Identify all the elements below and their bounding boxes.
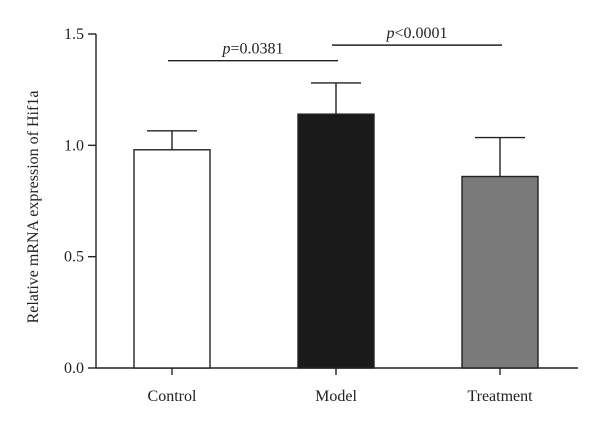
x-tick-label: Control <box>148 388 197 405</box>
y-tick-label: 1.0 <box>64 137 84 154</box>
plot-area: 0.0 0.5 1.0 1.5 Control Model Treatment p=0.0… <box>64 25 578 405</box>
p-value-label: p<0.0001 <box>385 25 447 42</box>
y-axis-title: Relative mRNA expression of Hif1a <box>25 91 42 324</box>
error-bars <box>147 82 525 177</box>
x-tick-label: Treatment <box>467 388 533 405</box>
y-ticks: 0.0 0.5 1.0 1.5 <box>64 26 96 377</box>
y-tick-label: 1.5 <box>64 26 84 43</box>
bar-control <box>133 149 211 369</box>
bar-treatment <box>461 175 539 369</box>
p-value-label: p=0.0381 <box>221 41 283 58</box>
y-tick-label: 0.5 <box>64 249 84 266</box>
x-tick-label: Model <box>315 388 357 405</box>
significance-annotations: p=0.0381 p<0.0001 <box>168 25 502 62</box>
bar-model <box>297 113 375 369</box>
x-ticks: Control Model Treatment <box>148 368 533 405</box>
y-tick-label: 0.0 <box>64 360 84 377</box>
bars <box>133 113 539 369</box>
